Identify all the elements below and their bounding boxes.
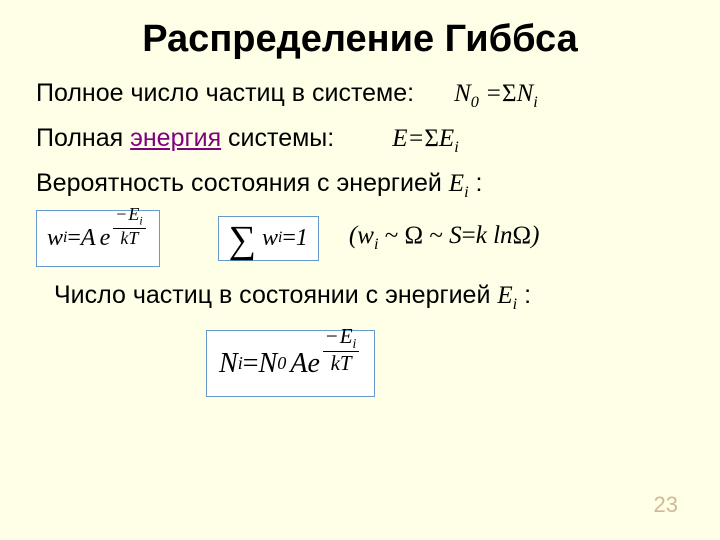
wi-num-sub: i [139,215,142,228]
Ni-num-sub: i [353,336,357,351]
entropy-relation: (wi ~ Ω ~ S=k lnΩ) [349,222,540,254]
sym-sigma: Σ [502,80,517,107]
ent-t2: ~ [423,222,449,249]
wi-e: e [100,225,111,252]
wi-A: A [81,225,96,252]
Ni-num-E: E [340,324,353,348]
formula-box-Ni: Ni = N0Ae −Ei kT [206,330,375,398]
ent-S: S [449,222,462,249]
formula-box-wi: wi = Ae −Ei kT [36,210,160,267]
sumw-one: 1 [296,225,308,252]
Ni-N: N [219,348,238,380]
wi-num-E: E [128,204,139,224]
sym-Ei: E [439,125,454,152]
slide-title: Распределение Гиббса [36,18,684,61]
energy-pre: Полная [36,124,130,152]
wi-w: w [47,225,63,252]
energy-post: системы: [221,124,334,152]
count-text: Число частиц в состоянии с энергией [54,281,497,309]
sym-N-sub0: 0 [471,93,479,111]
ent-omega1: Ω [404,222,423,249]
ent-eq: = [462,222,476,249]
line-total-energy: Полная энергия системы: E=ΣEi [36,124,684,157]
total-particles-label: Полное число частиц в системе: [36,79,414,108]
Ni-N0sub: 0 [277,353,286,374]
energy-link[interactable]: энергия [130,124,221,152]
sym-Ni: N [517,80,534,107]
sym-eq: = [479,80,502,107]
probability-line: Вероятность состояния с энергией Ei : [36,169,684,202]
wi-exponent: −Ei kT [113,205,145,248]
sumw-eq: = [282,225,296,252]
prob-var-E: E [449,170,464,197]
prob-text: Вероятность состояния с энергией [36,169,449,197]
sym-Ei-sub: i [454,138,459,156]
prob-tail: : [469,169,483,197]
sym-sigma2: Σ [424,125,439,152]
sumw-sigma: ∑ [229,225,256,256]
sumw-w: w [262,225,278,252]
ent-omega2: Ω [513,222,532,249]
sym-E: E [392,125,407,152]
Ni-exponent: −Ei kT [323,325,359,375]
formula-row-1: wi = Ae −Ei kT ∑wi = 1 (wi ~ Ω ~ S=k lnΩ… [36,210,684,267]
line-total-particles: Полное число частиц в системе: N0 =ΣNi [36,79,684,112]
Ni-eq: = [243,348,259,380]
ent-k: k [476,222,493,249]
sym-eq2: = [407,125,424,152]
Ni-exp-minus: − [326,324,338,348]
total-energy-formula: E=ΣEi [334,125,684,157]
wi-eq: = [67,225,81,252]
formula-box-sumw: ∑wi = 1 [218,216,319,261]
Ni-den-k: k [331,351,340,375]
Ni-den-T: T [340,351,352,375]
sym-Ni-sub: i [533,93,538,111]
ent-t1: ~ [378,222,404,249]
wi-exp-minus: − [116,204,126,224]
Ni-e: e [307,348,319,380]
count-line: Число частиц в состоянии с энергией Ei : [54,281,684,314]
ent-open: ( [349,222,357,249]
count-var-E: E [497,282,512,309]
wi-den-T: T [128,228,138,248]
total-energy-label: Полная энергия системы: [36,124,334,153]
ent-ln: ln [493,222,512,249]
total-particles-formula: N0 =ΣNi [414,80,684,112]
Ni-N0: N [259,348,278,380]
count-tail: : [517,281,531,309]
sym-N: N [454,80,471,107]
ent-w: w [357,222,374,249]
slide-container: Распределение Гиббса Полное число частиц… [0,0,720,540]
ent-close: ) [531,222,539,249]
page-number: 23 [654,492,678,518]
Ni-A: A [290,348,307,380]
